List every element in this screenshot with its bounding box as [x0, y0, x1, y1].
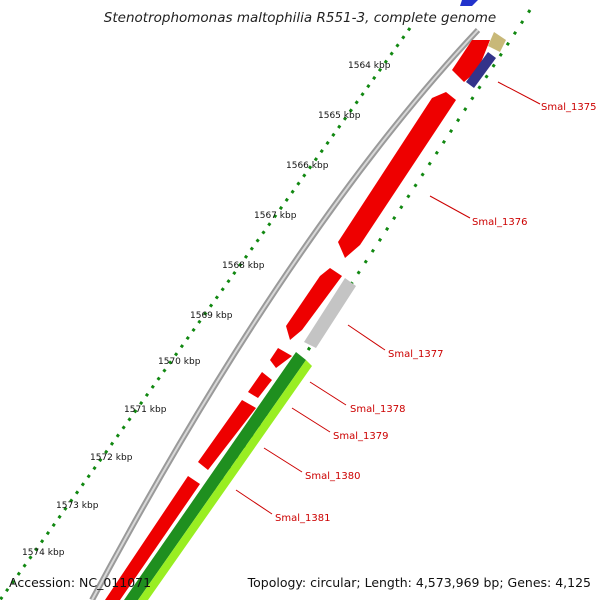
scale-label: 1567 kbp	[254, 211, 297, 221]
scale-label: 1566 kbp	[286, 161, 329, 171]
gray-feature-smal-1377[interactable]	[304, 278, 356, 348]
scale-label: 1570 kbp	[158, 357, 201, 367]
green-dark-track	[124, 352, 306, 600]
cds-feature-smal-1377[interactable]	[286, 268, 342, 340]
cds-feature-smal-1381[interactable]	[105, 476, 200, 600]
gene-label[interactable]: Smal_1376	[472, 217, 527, 228]
outer-scale-line	[0, 27, 412, 600]
scale-label: 1572 kbp	[90, 453, 133, 463]
tan-feature[interactable]	[488, 32, 506, 52]
gene-label[interactable]: Smal_1378	[350, 404, 405, 415]
cds-feature-smal-1375[interactable]	[452, 40, 490, 82]
scale-label: 1568 kbp	[222, 261, 265, 271]
cds-feature-smal-1376[interactable]	[338, 92, 456, 258]
gene-label[interactable]: Smal_1379	[333, 431, 388, 442]
scale-labels: 1564 kbp 1565 kbp 1566 kbp 1567 kbp 1568 kbp…	[22, 61, 391, 558]
gene-label[interactable]: Smal_1375	[541, 102, 596, 113]
accession-label: Accession: NC_011071	[9, 575, 152, 590]
cds-forward-track	[105, 40, 490, 600]
genome-summary: Topology: circular; Length: 4,573,969 bp…	[247, 575, 591, 590]
blue-feature[interactable]	[460, 0, 478, 6]
green-light-track	[138, 360, 312, 600]
gene-labels: Smal_1375 Smal_1376 Smal_1377 Smal_1378 Smal…	[235, 81, 596, 524]
cds-feature-smal-1380[interactable]	[198, 400, 256, 470]
navy-feature[interactable]	[466, 52, 496, 88]
scale-label: 1574 kbp	[22, 548, 65, 558]
gene-label[interactable]: Smal_1380	[305, 471, 360, 482]
scale-label: 1573 kbp	[56, 501, 99, 511]
cds-feature-smal-1378[interactable]	[270, 348, 292, 368]
genome-backbone-highlight	[91, 29, 479, 600]
scale-label: 1571 kbp	[124, 405, 167, 415]
gene-label-leader	[309, 381, 347, 406]
scale-label: 1564 kbp	[348, 61, 391, 71]
gene-label[interactable]: Smal_1377	[388, 349, 443, 360]
gene-label-leader	[291, 407, 331, 433]
gene-label[interactable]: Smal_1381	[275, 513, 330, 524]
gene-label-leader	[235, 489, 273, 515]
gene-label-leader	[263, 447, 303, 473]
gene-label-leader	[347, 324, 386, 351]
scale-label: 1569 kbp	[190, 311, 233, 321]
genome-title: Stenotrophomonas maltophilia R551-3, com…	[103, 10, 497, 26]
cds-feature-smal-1379[interactable]	[248, 372, 272, 398]
scale-label: 1565 kbp	[318, 111, 361, 121]
gene-label-leader	[429, 195, 471, 219]
gene-label-leader	[497, 81, 541, 105]
